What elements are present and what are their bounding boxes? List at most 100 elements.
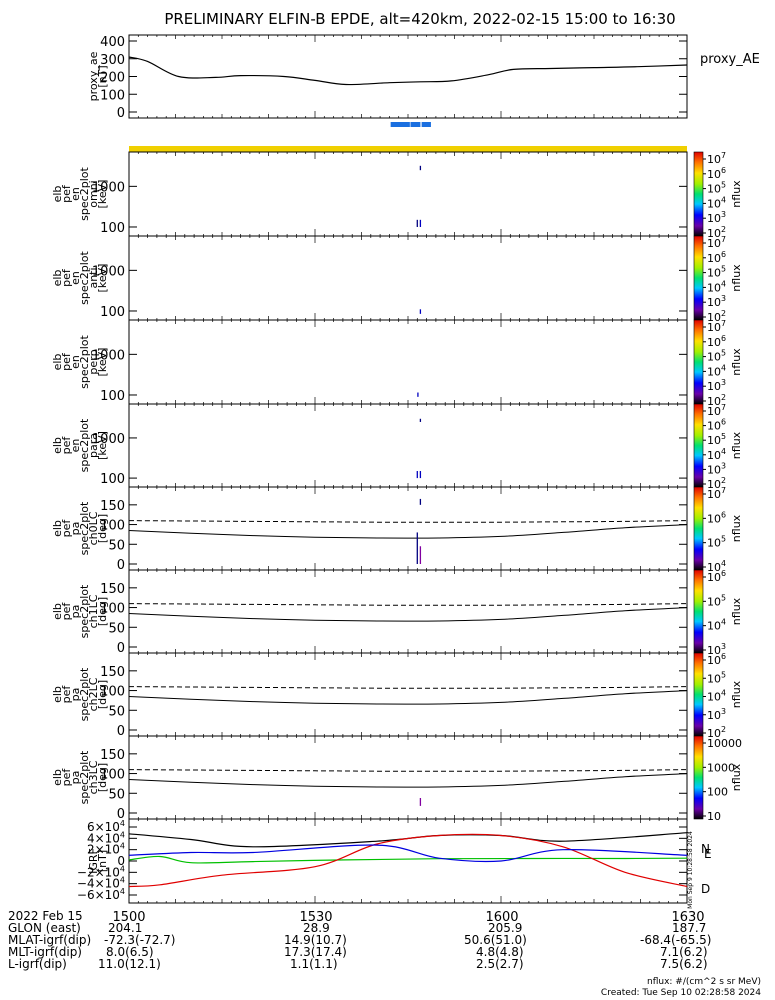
colorbar-tick-label-omni-4: 106 bbox=[707, 166, 726, 181]
colorbar-tick-label-ch0LC-2: 106 bbox=[707, 510, 726, 525]
colorbar-label-ch3LC: nflux bbox=[730, 763, 743, 791]
coverage-bar-2 bbox=[421, 122, 431, 127]
y-label-omni-5: [keV] bbox=[96, 180, 109, 209]
y-tick-label-ch3LC-1: 100 bbox=[100, 768, 125, 783]
y-label-ch2LC-3: spec2plot bbox=[78, 667, 91, 721]
y-label-omni-1: pef bbox=[60, 184, 73, 203]
loss-cone-solid-ch3LC bbox=[128, 773, 688, 788]
colorbar-tick-label-ch2LC-1: 103 bbox=[707, 707, 726, 722]
footer-l-1530: 1.1(1.1) bbox=[290, 957, 338, 971]
loss-cone-dashed-ch0LC bbox=[128, 520, 688, 523]
y-tick-label-omni-1: 100 bbox=[100, 221, 125, 236]
footer-label-glon: GLON (east) bbox=[8, 921, 81, 935]
series-line-proxy_ae-proxy_AE bbox=[128, 56, 688, 86]
units-note: nflux: #/(cm^2 s sr MeV) bbox=[647, 977, 761, 987]
y-tick-label-ch3LC-0: 150 bbox=[100, 748, 125, 763]
colorbar-anti bbox=[693, 235, 704, 321]
y-label-ch1LC-0: elb bbox=[51, 603, 64, 620]
y-label-perp-2: en bbox=[69, 355, 82, 369]
y-label-anti-1: pef bbox=[60, 268, 73, 287]
y-label-anti-2: en bbox=[69, 271, 82, 285]
panel-frame-anti bbox=[128, 235, 688, 321]
y-label-perp-4: perp bbox=[87, 349, 100, 374]
colorbar-tick-label-omni-1: 103 bbox=[707, 210, 726, 225]
y-label-omni-0: elb bbox=[51, 186, 64, 203]
y-tick-label-perp-1: 100 bbox=[100, 389, 125, 404]
y-label-anti-4: anti bbox=[87, 267, 100, 288]
colorbar-tick-label-perp-2: 104 bbox=[707, 363, 726, 378]
footer-glon-1500: 204.1 bbox=[108, 921, 143, 935]
footer-l-1600: 2.5(2.7) bbox=[476, 957, 524, 971]
coverage-bar-0 bbox=[390, 122, 410, 127]
colorbar-tick-label-ch2LC-0: 102 bbox=[707, 725, 726, 740]
loss-cone-solid-ch1LC bbox=[128, 607, 688, 622]
colorbar-tick-label-ch1LC-2: 105 bbox=[707, 593, 726, 608]
x-tick-label-1530: 1530 bbox=[299, 910, 332, 925]
y-label-ch1LC-4: ch1LC bbox=[87, 594, 100, 628]
y-label-para-1: pef bbox=[60, 436, 73, 455]
y-tick-label-ch1LC-0: 150 bbox=[100, 582, 125, 597]
y-tick-label-proxy_ae-3: 100 bbox=[100, 88, 125, 103]
series-line-igrf-B bbox=[128, 844, 688, 863]
y-tick-label-ch2LC-0: 150 bbox=[100, 665, 125, 680]
footer-label-mlat: MLAT-igrf(dip) bbox=[8, 933, 92, 947]
colorbar-tick-label-perp-4: 106 bbox=[707, 334, 726, 349]
y-label-proxy_ae-0: proxy_ae bbox=[87, 51, 100, 101]
colorbar-tick-label-perp-1: 103 bbox=[707, 378, 726, 393]
footer-mlt-1630: 7.1(6.2) bbox=[660, 945, 708, 959]
footer-mlt-1600: 4.8(4.8) bbox=[476, 945, 524, 959]
colorbar-label-para: nflux bbox=[730, 431, 743, 459]
colorbar-tick-label-perp-0: 102 bbox=[707, 393, 726, 408]
y-label-igrf-1: [nT] bbox=[96, 850, 109, 872]
colorbar-label-anti: nflux bbox=[730, 264, 743, 292]
colorbar-tick-label-ch2LC-2: 104 bbox=[707, 689, 726, 704]
colorbar-ch1LC bbox=[693, 569, 704, 654]
y-label-omni-2: en bbox=[69, 187, 82, 201]
y-tick-label-ch2LC-3: 0 bbox=[117, 724, 125, 739]
y-label-anti-5: [keV] bbox=[96, 264, 109, 293]
footer-l-1630: 7.5(6.2) bbox=[660, 957, 708, 971]
y-label-ch2LC-2: pa bbox=[69, 688, 82, 702]
panel-frame-igrf bbox=[128, 818, 688, 904]
colorbar-perp bbox=[693, 319, 704, 405]
y-label-perp-3: spec2plot bbox=[78, 335, 91, 389]
y-tick-label-para-1: 100 bbox=[100, 472, 125, 487]
y-tick-label-anti-0: 1000 bbox=[92, 264, 125, 279]
footer-glon-1630: 187.7 bbox=[672, 921, 707, 935]
igrf-legend-D: D bbox=[701, 882, 710, 896]
colorbar-tick-label-para-2: 104 bbox=[707, 447, 726, 462]
panels-group: 4003002001000proxy_ae[nT]proxy_AE1000100… bbox=[51, 34, 760, 909]
y-label-ch2LC-5: [deg] bbox=[96, 680, 109, 709]
y-label-para-0: elb bbox=[51, 437, 64, 454]
y-label-perp-5: [keV] bbox=[96, 348, 109, 377]
loss-cone-solid-ch2LC bbox=[128, 690, 688, 705]
colorbar-ch0LC bbox=[693, 486, 704, 571]
colorbar-tick-label-perp-5: 107 bbox=[707, 319, 726, 334]
colorbar-tick-label-anti-4: 106 bbox=[707, 250, 726, 265]
colorbar-tick-label-ch3LC-2: 1000 bbox=[707, 761, 735, 774]
colorbar-label-ch0LC: nflux bbox=[730, 514, 743, 542]
panel-frame-perp bbox=[128, 319, 688, 405]
y-tick-label-igrf-4: −2×104 bbox=[77, 864, 125, 879]
y-label-ch1LC-1: pef bbox=[60, 602, 73, 621]
y-label-omni-4: omni bbox=[87, 180, 100, 207]
y-label-ch0LC-4: ch0LC bbox=[87, 511, 100, 545]
colorbar-tick-label-anti-2: 104 bbox=[707, 279, 726, 294]
footer-mlat-1600: 50.6(51.0) bbox=[464, 933, 527, 947]
colorbar-tick-label-omni-5: 107 bbox=[707, 151, 726, 166]
coverage-bar-1 bbox=[410, 122, 421, 127]
series-line-igrf-D bbox=[128, 833, 688, 888]
y-tick-label-proxy_ae-4: 0 bbox=[117, 106, 125, 121]
y-tick-label-ch1LC-1: 100 bbox=[100, 602, 125, 617]
footer-mlt-1530: 17.3(17.4) bbox=[284, 945, 347, 959]
colorbar-tick-label-ch0LC-1: 105 bbox=[707, 535, 726, 550]
x-tick-label-1600: 1600 bbox=[485, 910, 518, 925]
y-tick-label-ch0LC-3: 0 bbox=[117, 558, 125, 573]
colorbar-tick-label-ch1LC-0: 103 bbox=[707, 642, 726, 657]
y-tick-label-igrf-5: −4×104 bbox=[77, 876, 125, 891]
y-tick-label-ch3LC-2: 50 bbox=[108, 787, 125, 802]
colorbar-tick-label-para-5: 107 bbox=[707, 403, 726, 418]
y-label-ch0LC-5: [deg] bbox=[96, 514, 109, 543]
y-label-anti-3: spec2plot bbox=[78, 251, 91, 305]
y-label-ch0LC-2: pa bbox=[69, 522, 82, 536]
